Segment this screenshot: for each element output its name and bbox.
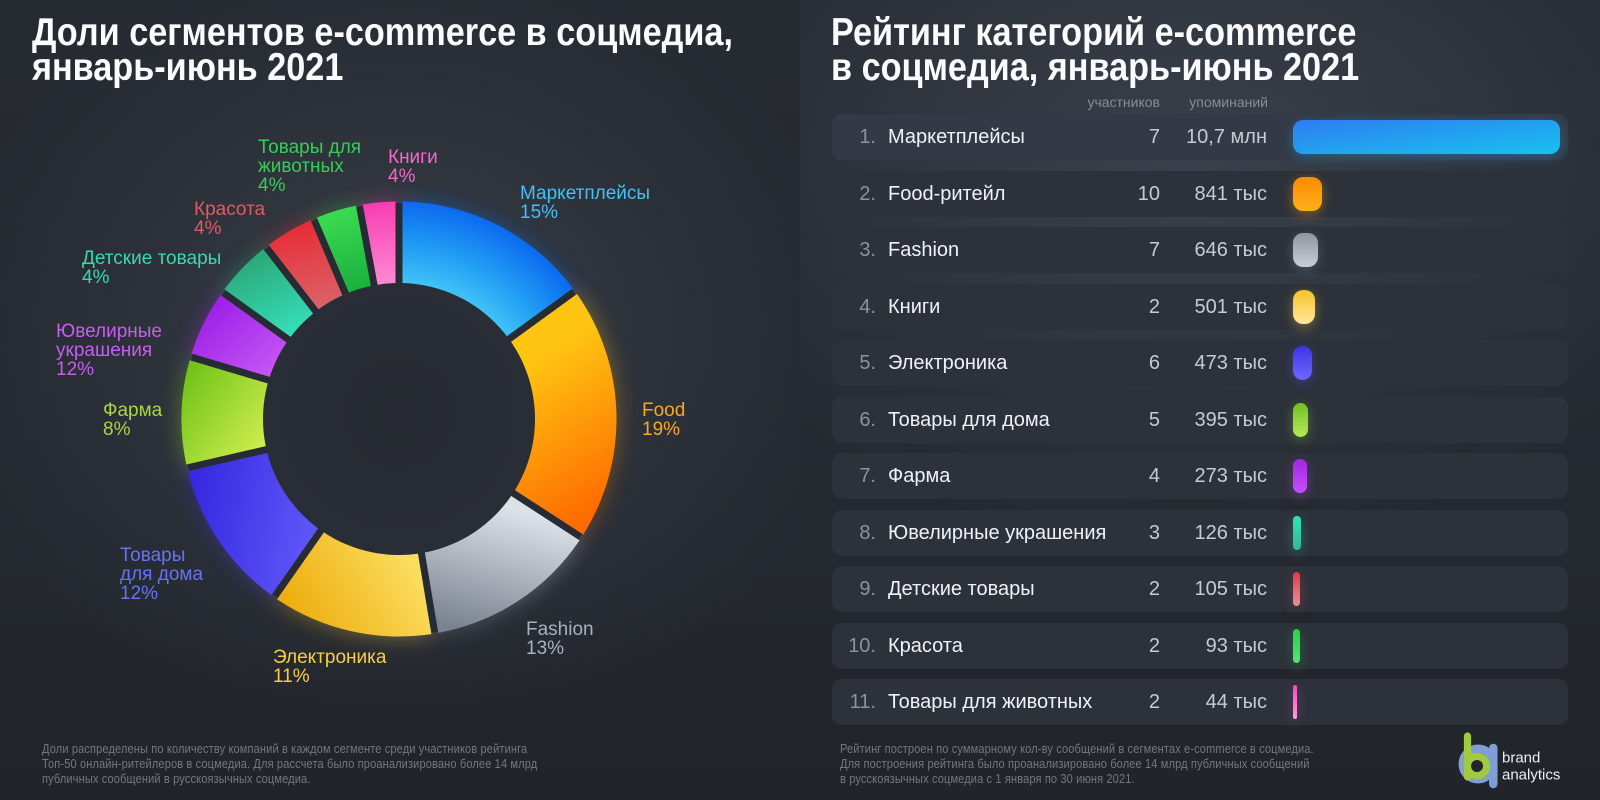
svg-text:analytics: analytics [1502, 767, 1560, 784]
svg-text:brand: brand [1502, 750, 1540, 767]
